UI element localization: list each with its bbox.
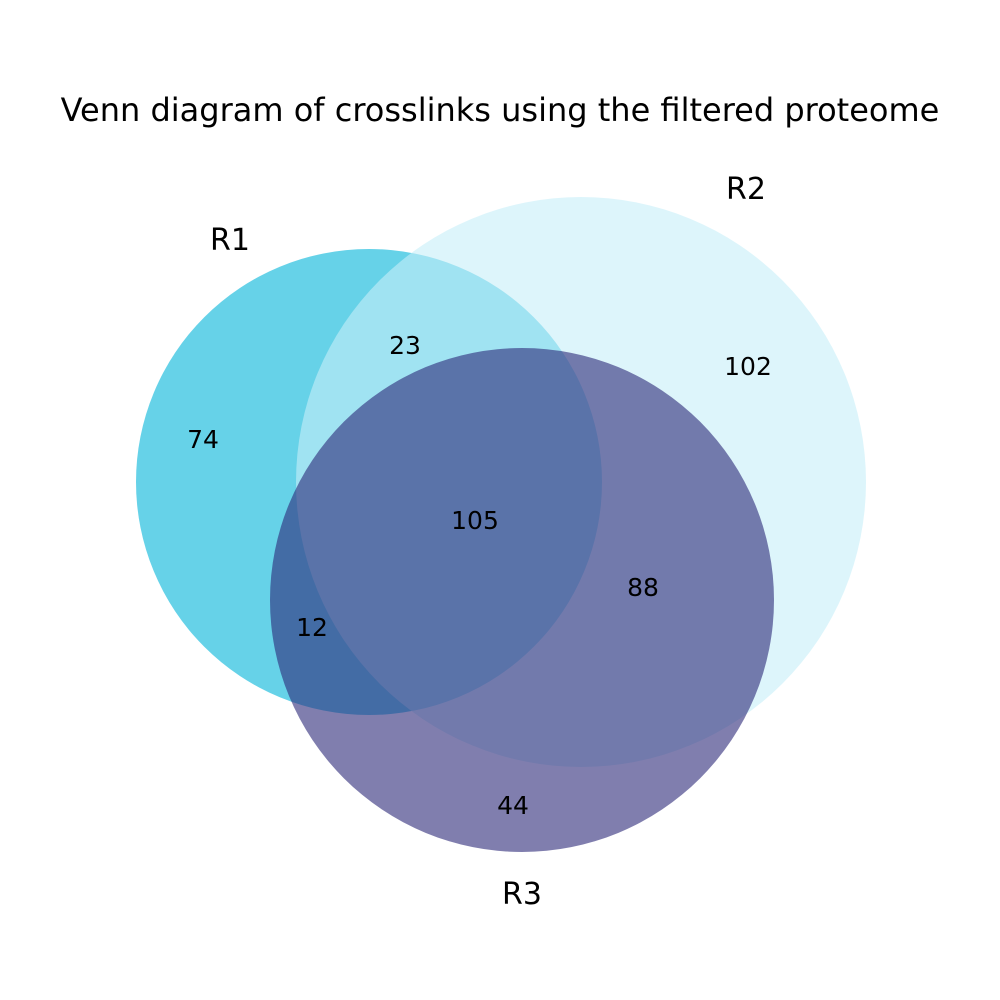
region-counts: 74 102 44 23 12 88 105 [187,331,772,820]
set-labels: R1 R2 R3 [210,172,766,912]
region-count-r2-only: 102 [724,352,772,381]
set-label-r2: R2 [726,172,766,207]
region-count-r3-only: 44 [497,791,529,820]
region-count-r1-r2: 23 [389,331,421,360]
set-label-r3: R3 [502,877,542,912]
set-circles [136,197,866,852]
region-count-r1-only: 74 [187,425,219,454]
region-count-r1-r2-r3: 105 [451,506,499,535]
circle-r3 [270,348,774,852]
chart-title: Venn diagram of crosslinks using the fil… [61,91,940,129]
region-count-r1-r3: 12 [296,613,328,642]
region-count-r2-r3: 88 [627,573,659,602]
set-label-r1: R1 [210,223,250,258]
